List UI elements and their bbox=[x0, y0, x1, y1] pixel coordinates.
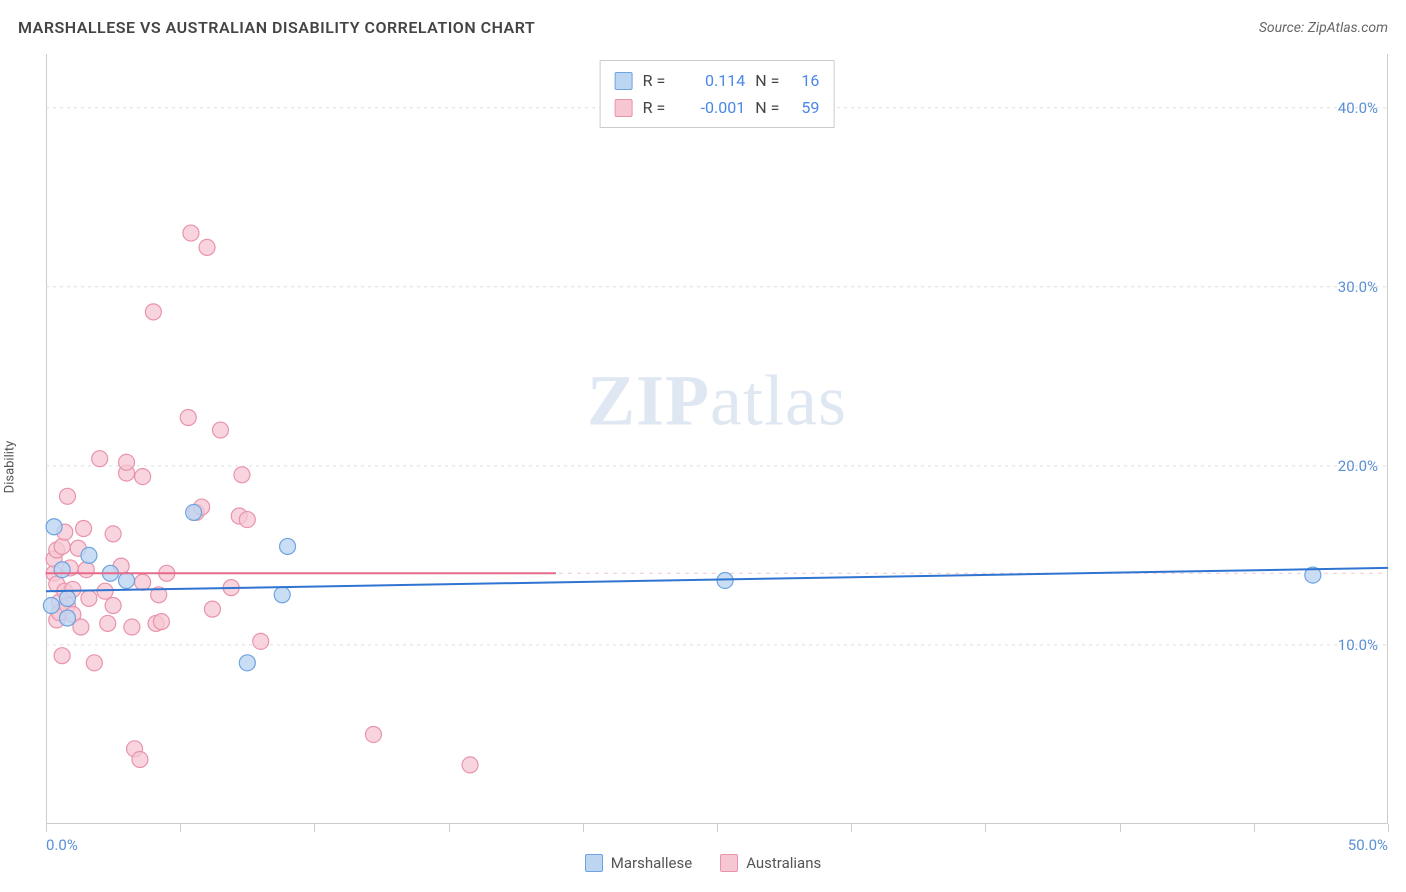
x-tick-label: 50.0% bbox=[1348, 836, 1388, 854]
x-tick bbox=[449, 824, 450, 832]
legend-row-australians: R = -0.001 N = 59 bbox=[615, 94, 820, 121]
series-legend: Marshallese Australians bbox=[18, 854, 1388, 872]
swatch-marshallese-icon bbox=[585, 854, 603, 872]
y-tick-label: 30.0% bbox=[1338, 278, 1378, 296]
x-tick bbox=[46, 824, 47, 832]
correlation-legend: R = 0.114 N = 16 R = -0.001 N = 59 bbox=[600, 60, 835, 128]
chart-container: Disability ZIPatlas R = 0.114 N = 16 R =… bbox=[18, 54, 1388, 880]
x-tick bbox=[180, 824, 181, 832]
x-tick bbox=[1120, 824, 1121, 832]
x-tick bbox=[717, 824, 718, 832]
y-tick-label: 40.0% bbox=[1338, 99, 1378, 117]
x-tick bbox=[1254, 824, 1255, 832]
swatch-australians-icon bbox=[720, 854, 738, 872]
swatch-marshallese bbox=[615, 72, 633, 90]
x-tick bbox=[1388, 824, 1389, 832]
legend-australians: Australians bbox=[720, 854, 821, 872]
x-tick-label: 0.0% bbox=[46, 836, 78, 854]
y-tick-label: 20.0% bbox=[1338, 457, 1378, 475]
y-tick-label: 10.0% bbox=[1338, 636, 1378, 654]
chart-title: MARSHALLESE VS AUSTRALIAN DISABILITY COR… bbox=[18, 18, 535, 37]
y-axis-label: Disability bbox=[3, 441, 18, 494]
scatter-layer bbox=[46, 54, 1388, 824]
x-tick bbox=[583, 824, 584, 832]
legend-marshallese: Marshallese bbox=[585, 854, 692, 872]
plot-area: ZIPatlas R = 0.114 N = 16 R = -0.001 N =… bbox=[46, 54, 1388, 824]
x-tick bbox=[314, 824, 315, 832]
source-label: Source: ZipAtlas.com bbox=[1259, 20, 1388, 36]
x-tick bbox=[985, 824, 986, 832]
swatch-australians bbox=[615, 99, 633, 117]
x-tick bbox=[851, 824, 852, 832]
legend-row-marshallese: R = 0.114 N = 16 bbox=[615, 67, 820, 94]
